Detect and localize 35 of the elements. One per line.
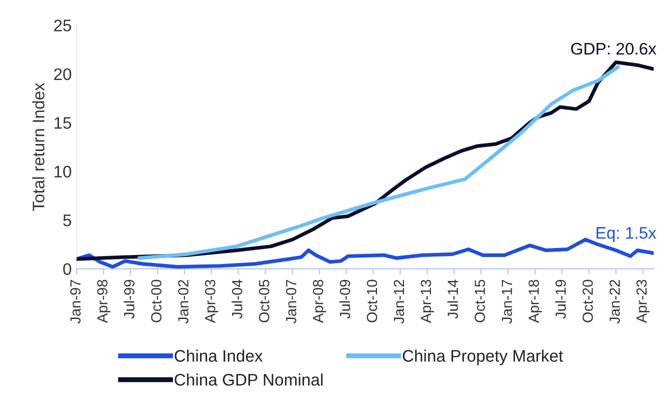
- y-tick-label: 25: [54, 20, 72, 32]
- x-tick-label: Jul-19: [555, 280, 566, 319]
- y-tick-label: 0: [63, 263, 72, 276]
- x-tick-label: Jul-14: [447, 280, 458, 319]
- x-tick-label: Apr-03: [205, 280, 218, 323]
- annotation: GDP: 20.6x: [571, 42, 656, 55]
- y-tick-label: 5: [63, 214, 72, 226]
- annotation: Eq: 1.5x: [596, 227, 656, 242]
- y-tick-label: 15: [54, 117, 72, 129]
- x-tick-label: Jan-17: [502, 280, 512, 324]
- y-tick-label: 20: [54, 68, 72, 80]
- legend-label: China Propety Market: [402, 350, 564, 366]
- legend-label: China GDP Nominal: [174, 373, 323, 386]
- x-tick-label: Oct-10: [366, 280, 378, 322]
- x-tick-label: Jul-04: [232, 280, 242, 319]
- x-tick-label: Jan-07: [286, 280, 296, 324]
- legend-label: China Index: [174, 350, 263, 362]
- x-tick-label: Apr-08: [312, 280, 326, 323]
- x-tick-label: Jan-02: [178, 280, 188, 324]
- x-tick-label: Jan-97: [70, 280, 81, 324]
- x-tick-label: Jul-99: [124, 280, 134, 319]
- x-tick-label: Apr-18: [528, 280, 542, 323]
- y-axis-title: Total return Index: [32, 82, 44, 212]
- x-tick-label: Apr-13: [420, 280, 434, 323]
- x-tick-label: Oct-15: [474, 280, 485, 322]
- x-tick-label: Jul-09: [339, 280, 350, 319]
- x-tick-label: Apr-98: [97, 280, 110, 323]
- line-series: [138, 65, 620, 260]
- x-tick-label: Apr-23: [636, 280, 650, 323]
- x-tick-label: Oct-00: [151, 280, 162, 322]
- x-tick-label: Jan-22: [610, 280, 620, 324]
- x-tick-label: Oct-20: [582, 280, 593, 322]
- x-tick-label: Jan-12: [394, 280, 404, 324]
- x-tick-label: Oct-05: [258, 280, 270, 322]
- y-tick-label: 10: [54, 166, 72, 178]
